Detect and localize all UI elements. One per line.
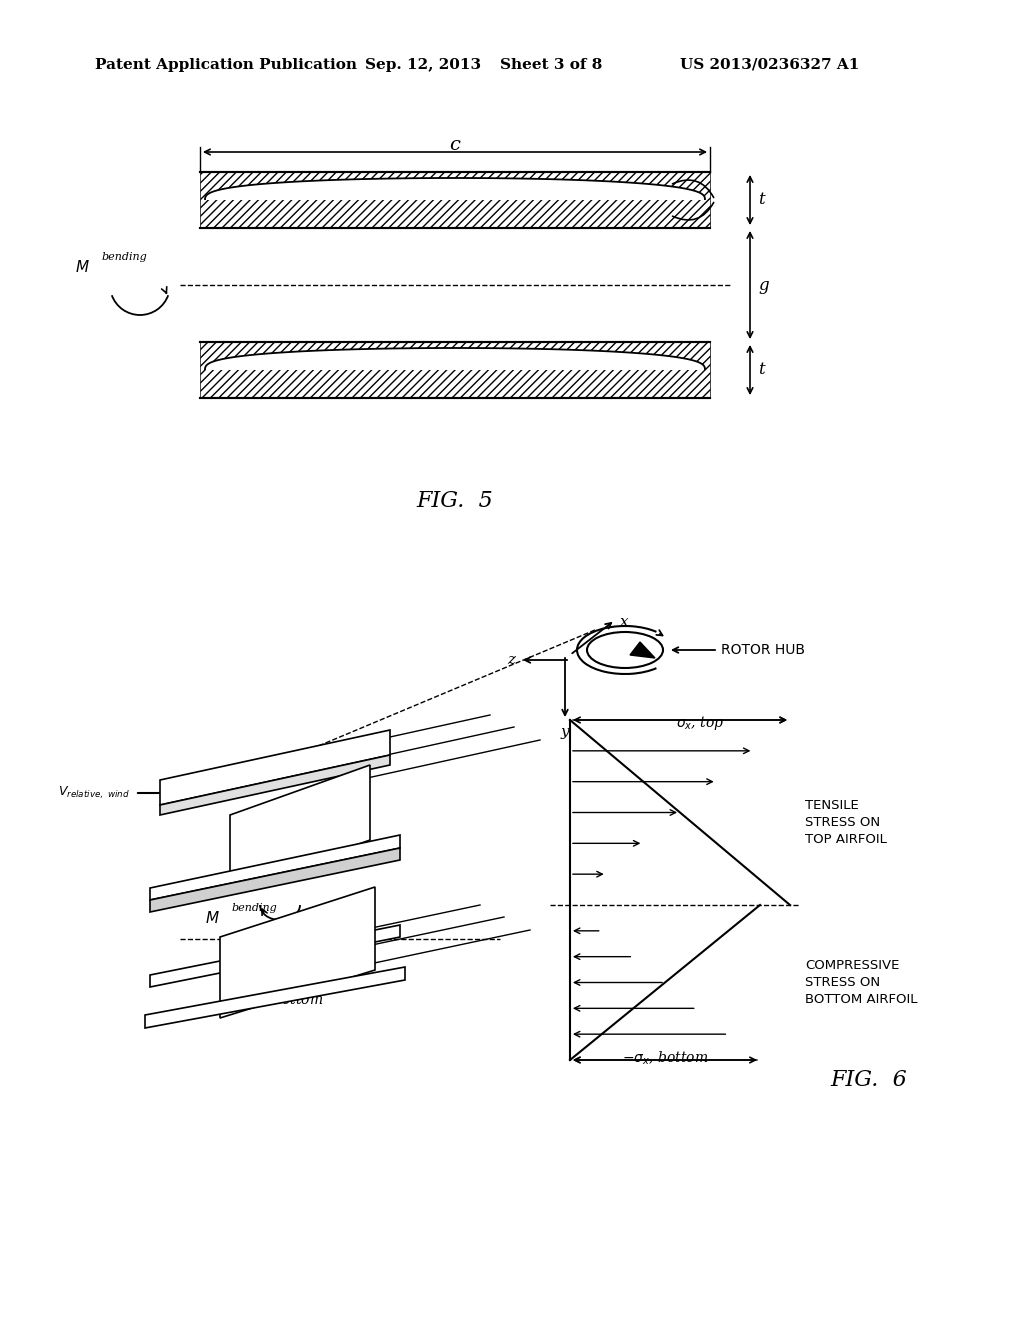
Text: $\sigma_{x}$, top: $\sigma_{x}$, top	[676, 714, 724, 733]
Polygon shape	[630, 642, 655, 657]
Text: bending: bending	[102, 252, 147, 261]
Text: $M$: $M$	[205, 909, 220, 927]
Polygon shape	[145, 968, 406, 1028]
Text: z: z	[507, 653, 515, 667]
Text: t: t	[758, 191, 765, 209]
Text: ROTOR HUB: ROTOR HUB	[721, 643, 805, 657]
Text: FIG.  6: FIG. 6	[830, 1069, 906, 1092]
Text: bending: bending	[232, 903, 278, 913]
Polygon shape	[160, 730, 390, 805]
Text: $-\sigma_{x}$, bottom: $-\sigma_{x}$, bottom	[237, 991, 324, 1008]
Text: g: g	[758, 276, 769, 293]
Text: Sep. 12, 2013: Sep. 12, 2013	[365, 58, 481, 73]
Text: x: x	[620, 615, 629, 630]
Text: c: c	[450, 136, 461, 154]
Polygon shape	[220, 887, 375, 1018]
Text: Patent Application Publication: Patent Application Publication	[95, 58, 357, 73]
Polygon shape	[200, 342, 710, 399]
Polygon shape	[230, 766, 370, 890]
Polygon shape	[150, 925, 400, 987]
Text: $\sigma_{x}$, top: $\sigma_{x}$, top	[296, 810, 344, 829]
Text: t: t	[758, 362, 765, 379]
Polygon shape	[200, 172, 710, 228]
Polygon shape	[150, 847, 400, 912]
Text: $-\sigma_{x}$, bottom: $-\sigma_{x}$, bottom	[622, 1049, 709, 1068]
Polygon shape	[160, 755, 390, 814]
Text: TENSILE
STRESS ON
TOP AIRFOIL: TENSILE STRESS ON TOP AIRFOIL	[805, 799, 887, 846]
Polygon shape	[150, 836, 400, 900]
Text: US 2013/0236327 A1: US 2013/0236327 A1	[680, 58, 859, 73]
Text: $V_{relative,\ wind}$: $V_{relative,\ wind}$	[58, 785, 130, 801]
Text: $M$: $M$	[75, 259, 90, 275]
Text: Sheet 3 of 8: Sheet 3 of 8	[500, 58, 602, 73]
Text: FIG.  5: FIG. 5	[417, 490, 494, 512]
Text: y: y	[561, 725, 569, 739]
Text: COMPRESSIVE
STRESS ON
BOTTOM AIRFOIL: COMPRESSIVE STRESS ON BOTTOM AIRFOIL	[805, 960, 918, 1006]
